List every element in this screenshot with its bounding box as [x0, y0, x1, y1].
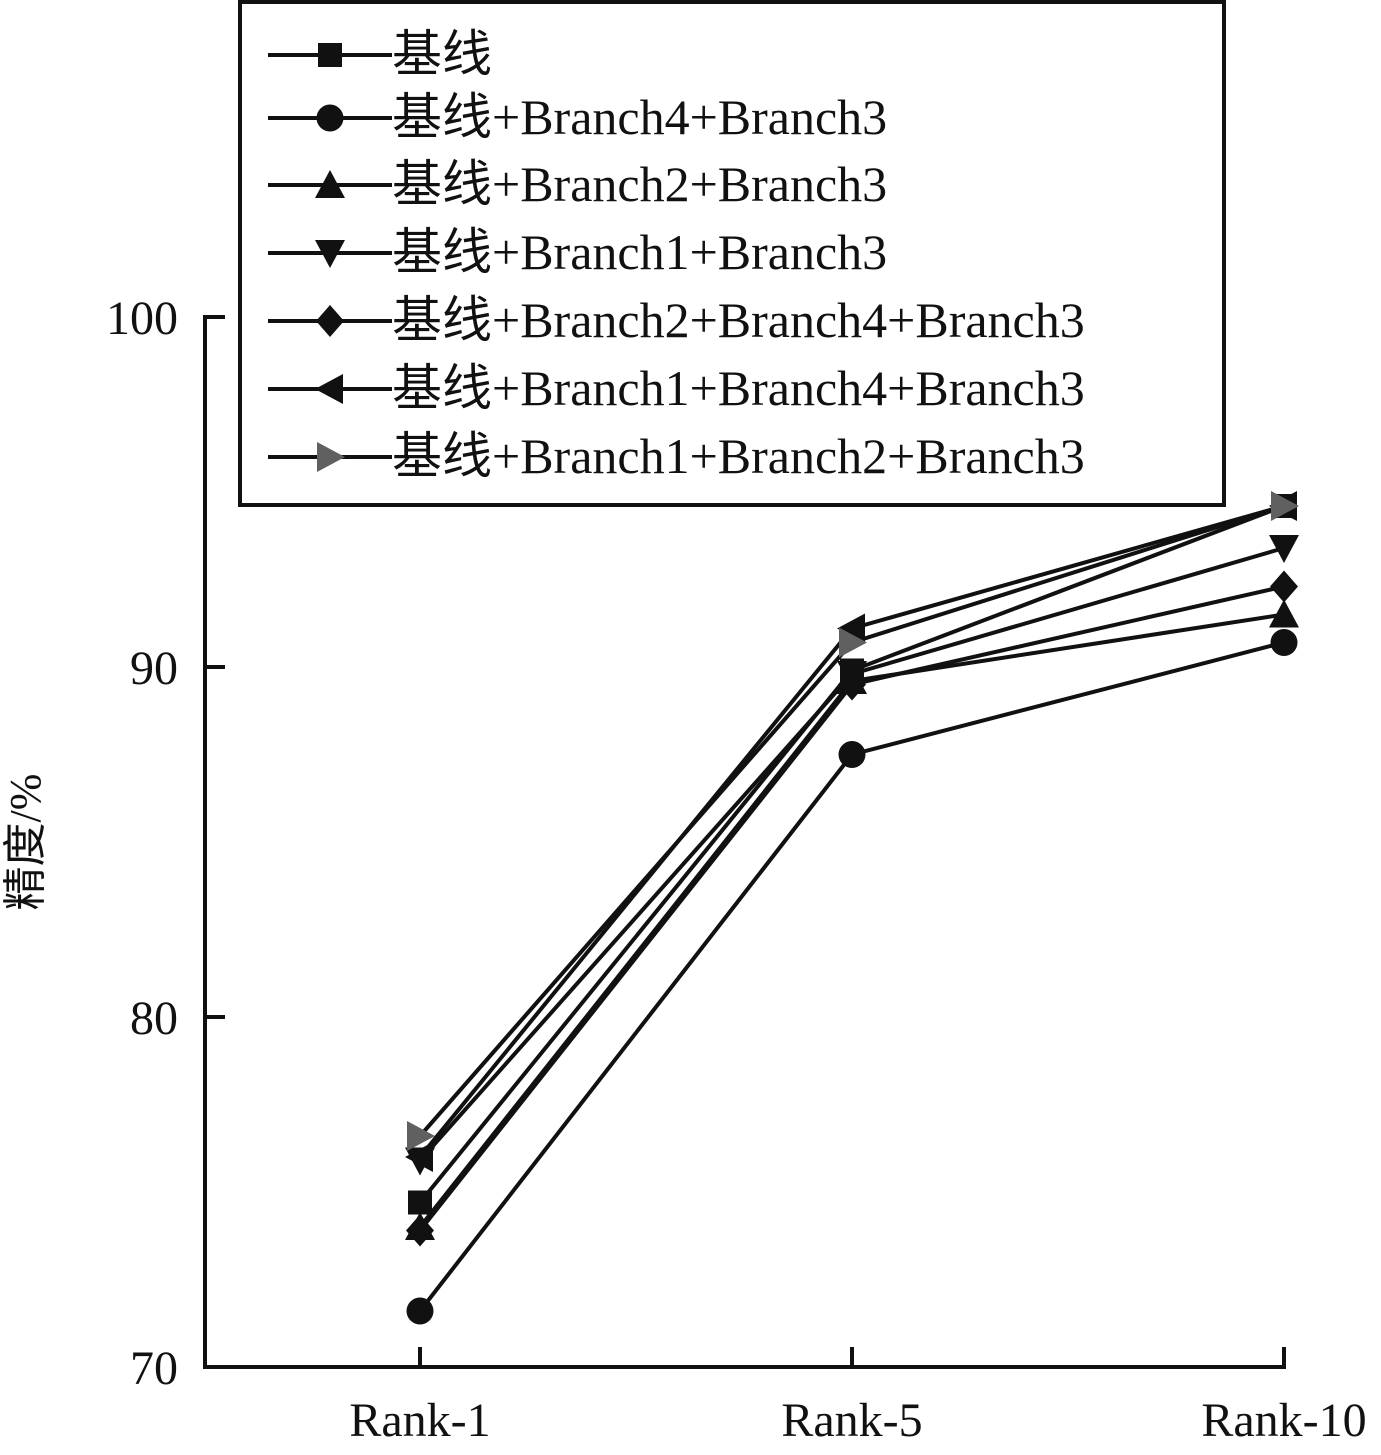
legend-marker-triangle-right	[317, 442, 345, 472]
legend-box	[238, 0, 1226, 507]
legend-item: 基线+Branch1+Branch4+Branch3	[268, 360, 1085, 416]
legend-label: 基线+Branch4+Branch3	[392, 89, 887, 145]
data-point-square	[408, 1190, 432, 1215]
data-point-triangle-right	[407, 1121, 435, 1151]
series-line	[418, 504, 1285, 1159]
legend-label: 基线+Branch1+Branch2+Branch3	[392, 428, 1085, 484]
y-ticks: 70 80 90 100	[106, 292, 225, 1395]
series-1	[408, 494, 1296, 1215]
series-2	[406, 629, 1298, 1325]
data-point-triangle-right	[1271, 491, 1299, 521]
data-point-circle	[406, 1297, 434, 1325]
data-point-diamond	[406, 1214, 434, 1247]
series-7	[407, 491, 1299, 1151]
legend-marker-circle	[316, 104, 344, 132]
data-point-triangle-right	[839, 627, 867, 658]
series-line	[418, 612, 1285, 1229]
legend-item: 基线+Branch2+Branch4+Branch3	[268, 292, 1085, 348]
plot-area: 70 80 90 100 Rank-1 Rank-5 Rank-10	[106, 292, 1367, 1447]
series-layer	[405, 491, 1299, 1325]
legend-label: 基线	[392, 26, 492, 82]
data-point-diamond	[1270, 570, 1298, 603]
data-point-circle	[838, 741, 866, 768]
x-ticks: Rank-1 Rank-5 Rank-10	[349, 1347, 1367, 1447]
legend-item: 基线+Branch4+Branch3	[268, 89, 887, 145]
y-tick-label: 90	[130, 642, 178, 695]
data-point-triangle-left	[837, 613, 865, 644]
legend-label: 基线+Branch1+Branch3	[392, 224, 887, 280]
y-tick-label: 100	[106, 292, 178, 345]
data-point-circle	[1270, 629, 1298, 656]
legend-marker-square	[318, 43, 342, 67]
legend-item: 基线	[268, 26, 492, 82]
legend-marker-triangle-up	[315, 170, 345, 198]
legend-item: 基线+Branch1+Branch3	[268, 224, 887, 280]
series-line	[418, 504, 1285, 1204]
legend-marker-triangle-down	[315, 240, 345, 268]
legend-marker-triangle-left	[315, 374, 343, 404]
data-point-triangle-down	[1269, 535, 1299, 563]
legend-marker-diamond	[316, 305, 344, 337]
x-tick-label: Rank-1	[349, 1394, 490, 1447]
x-tick-label: Rank-10	[1201, 1394, 1366, 1447]
legend-label: 基线+Branch2+Branch4+Branch3	[392, 292, 1085, 348]
legend-label: 基线+Branch2+Branch3	[392, 156, 887, 212]
legend-item: 基线+Branch2+Branch3	[268, 156, 887, 212]
y-tick-label: 70	[130, 1342, 178, 1395]
series-5	[406, 570, 1298, 1247]
x-tick-label: Rank-5	[781, 1394, 922, 1447]
legend-item: 基线+Branch1+Branch2+Branch3	[268, 428, 1085, 484]
series-6	[405, 491, 1297, 1172]
data-point-triangle-up	[1269, 599, 1299, 628]
data-point-triangle-left	[405, 1142, 433, 1172]
legend-label: 基线+Branch1+Branch4+Branch3	[392, 360, 1085, 416]
y-tick-label: 80	[130, 992, 178, 1045]
y-axis-title: 精度/%	[1, 774, 50, 911]
data-point-diamond	[838, 668, 866, 701]
